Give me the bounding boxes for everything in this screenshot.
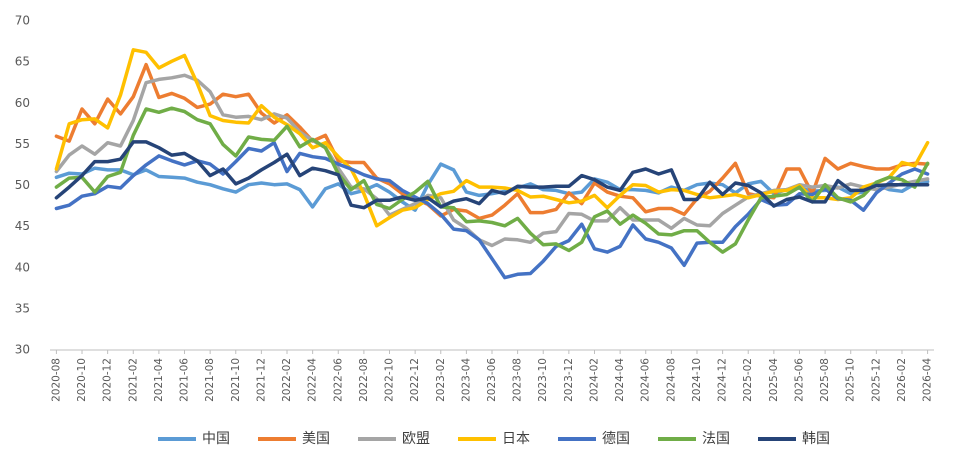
- x-tick-label: 2023-10: [537, 358, 549, 402]
- x-tick-label: 2020-12: [102, 358, 114, 402]
- y-tick-label: 40: [15, 260, 30, 274]
- y-tick-label: 45: [15, 219, 30, 233]
- x-tick-label: 2025-12: [870, 358, 882, 402]
- x-tick-label: 2022-04: [307, 358, 319, 402]
- x-tick-label: 2021-06: [179, 358, 191, 402]
- x-tick-label: 2023-08: [512, 358, 524, 402]
- series-line: [54, 140, 930, 210]
- y-tick-label: 35: [15, 301, 30, 315]
- x-tick-label: 2025-04: [768, 358, 780, 402]
- x-tick-label: 2022-10: [384, 358, 396, 402]
- x-tick-label: 2025-02: [742, 358, 754, 402]
- x-tick-label: 2024-02: [588, 358, 600, 402]
- x-tick-label: 2021-08: [204, 358, 216, 402]
- legend-label: 美国: [302, 431, 330, 447]
- series-line: [54, 62, 930, 221]
- x-tick-label: 2021-02: [127, 358, 139, 402]
- y-tick-label: 65: [15, 55, 30, 69]
- series-line: [54, 48, 930, 228]
- x-tick-label: 2026-02: [896, 358, 908, 402]
- x-tick-label: 2020-08: [50, 358, 62, 402]
- x-tick-label: 2024-04: [614, 358, 626, 402]
- legend-label: 韩国: [802, 431, 830, 447]
- x-tick-label: 2021-12: [255, 358, 267, 402]
- x-tick-label: 2023-06: [486, 358, 498, 402]
- x-tick-label: 2022-08: [358, 358, 370, 402]
- x-tick-label: 2024-08: [665, 358, 677, 402]
- legend-label: 欧盟: [402, 431, 430, 447]
- x-tick-label: 2021-10: [230, 358, 242, 402]
- x-tick-label: 2026-04: [922, 358, 934, 402]
- legend-label: 法国: [702, 431, 730, 447]
- x-tick-label: 2023-04: [460, 358, 472, 402]
- x-tick-label: 2024-12: [717, 358, 729, 402]
- x-tick-label: 2025-06: [793, 358, 805, 402]
- x-tick-label: 2024-06: [640, 358, 652, 402]
- x-tick-label: 2021-04: [153, 358, 165, 402]
- y-tick-label: 30: [15, 343, 30, 357]
- x-tick-label: 2023-12: [563, 358, 575, 402]
- y-tick-label: 60: [15, 96, 30, 110]
- series-line: [54, 106, 930, 254]
- x-tick-label: 2023-02: [435, 358, 447, 402]
- x-tick-label: 2020-10: [76, 358, 88, 402]
- legend-label: 德国: [602, 431, 630, 447]
- legend-label: 中国: [202, 431, 230, 447]
- x-tick-label: 2025-08: [819, 358, 831, 402]
- x-tick-label: 2022-12: [409, 358, 421, 402]
- y-tick-label: 55: [15, 137, 30, 151]
- series-line: [54, 140, 930, 280]
- y-tick-label: 50: [15, 178, 30, 192]
- y-tick-label: 70: [15, 14, 30, 28]
- x-tick-label: 2024-10: [691, 358, 703, 402]
- x-tick-label: 2022-02: [281, 358, 293, 402]
- x-tick-label: 2025-10: [845, 358, 857, 402]
- legend-label: 日本: [502, 431, 530, 447]
- x-tick-label: 2022-06: [332, 358, 344, 402]
